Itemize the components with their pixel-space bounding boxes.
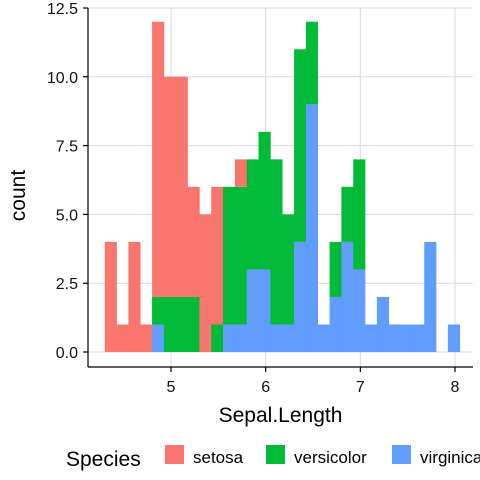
bar-versicolor [270, 159, 283, 325]
bar-virginica [400, 324, 413, 352]
bar-versicolor [305, 21, 319, 105]
bar-virginica [246, 269, 259, 352]
bar-versicolor [329, 241, 342, 297]
legend-label-versicolor: versicolor [294, 448, 367, 467]
bar-versicolor [258, 131, 271, 270]
bar-setosa [104, 241, 117, 352]
y-tick-label: 2.5 [56, 276, 78, 293]
legend-key-versicolor [266, 445, 285, 464]
legend-label-setosa: setosa [193, 448, 244, 467]
bar-setosa [128, 241, 141, 352]
y-tick-label: 5.0 [56, 207, 78, 224]
bar-virginica [223, 324, 236, 352]
bar-versicolor [223, 186, 236, 325]
bar-versicolor [234, 186, 248, 325]
bar-virginica [329, 296, 342, 352]
bar-versicolor [353, 159, 366, 270]
bar-versicolor [211, 324, 224, 352]
bar-setosa [187, 186, 200, 297]
y-tick-label: 10.0 [47, 70, 78, 87]
bar-virginica [341, 241, 354, 352]
legend-title: Species [66, 448, 141, 471]
bar-setosa [234, 159, 248, 187]
x-tick-label: 5 [167, 379, 176, 396]
bar-versicolor [163, 296, 177, 352]
bars [104, 21, 461, 352]
y-tick-label: 7.5 [56, 139, 78, 156]
bar-virginica [388, 324, 401, 352]
bar-virginica [412, 324, 425, 352]
x-tick-label: 6 [261, 379, 270, 396]
bar-versicolor [282, 214, 295, 325]
bar-virginica [294, 241, 307, 352]
bar-setosa [199, 214, 212, 352]
legend: Species setosa versicolor virginica [66, 445, 480, 471]
bar-setosa [116, 324, 129, 352]
bar-virginica [317, 324, 330, 352]
bar-virginica [152, 324, 165, 352]
bar-setosa [211, 186, 224, 325]
bar-setosa [152, 21, 165, 297]
legend-key-setosa [165, 445, 184, 464]
bar-virginica [365, 324, 378, 352]
bar-setosa [163, 76, 177, 297]
axes [87, 8, 473, 368]
y-axis-title: count [7, 170, 30, 222]
bar-virginica [424, 241, 437, 352]
bar-versicolor [246, 159, 259, 270]
x-axis-title: Sepal.Length [219, 404, 343, 427]
bar-virginica [270, 324, 283, 352]
bar-versicolor [187, 296, 200, 352]
bar-virginica [258, 269, 271, 352]
bar-setosa [175, 76, 188, 297]
bar-versicolor [175, 296, 188, 352]
bar-virginica [282, 324, 295, 352]
x-tick-label: 7 [356, 379, 365, 396]
y-tick-label: 12.5 [47, 1, 78, 18]
bar-versicolor [341, 186, 354, 242]
bar-versicolor [152, 296, 165, 325]
legend-key-virginica [392, 445, 411, 464]
bar-setosa [140, 324, 153, 352]
bar-versicolor [294, 49, 307, 242]
bar-virginica [234, 324, 248, 352]
y-tick-label: 0.0 [56, 345, 78, 362]
tick-labels: 0.0 2.5 5.0 7.5 10.0 12.5 5 6 7 8 [47, 1, 460, 396]
x-tick-label: 8 [451, 379, 460, 396]
bar-virginica [305, 104, 319, 352]
bar-virginica [376, 296, 390, 352]
legend-label-virginica: virginica [420, 448, 480, 467]
bar-virginica [447, 324, 461, 352]
bar-virginica [353, 269, 366, 352]
